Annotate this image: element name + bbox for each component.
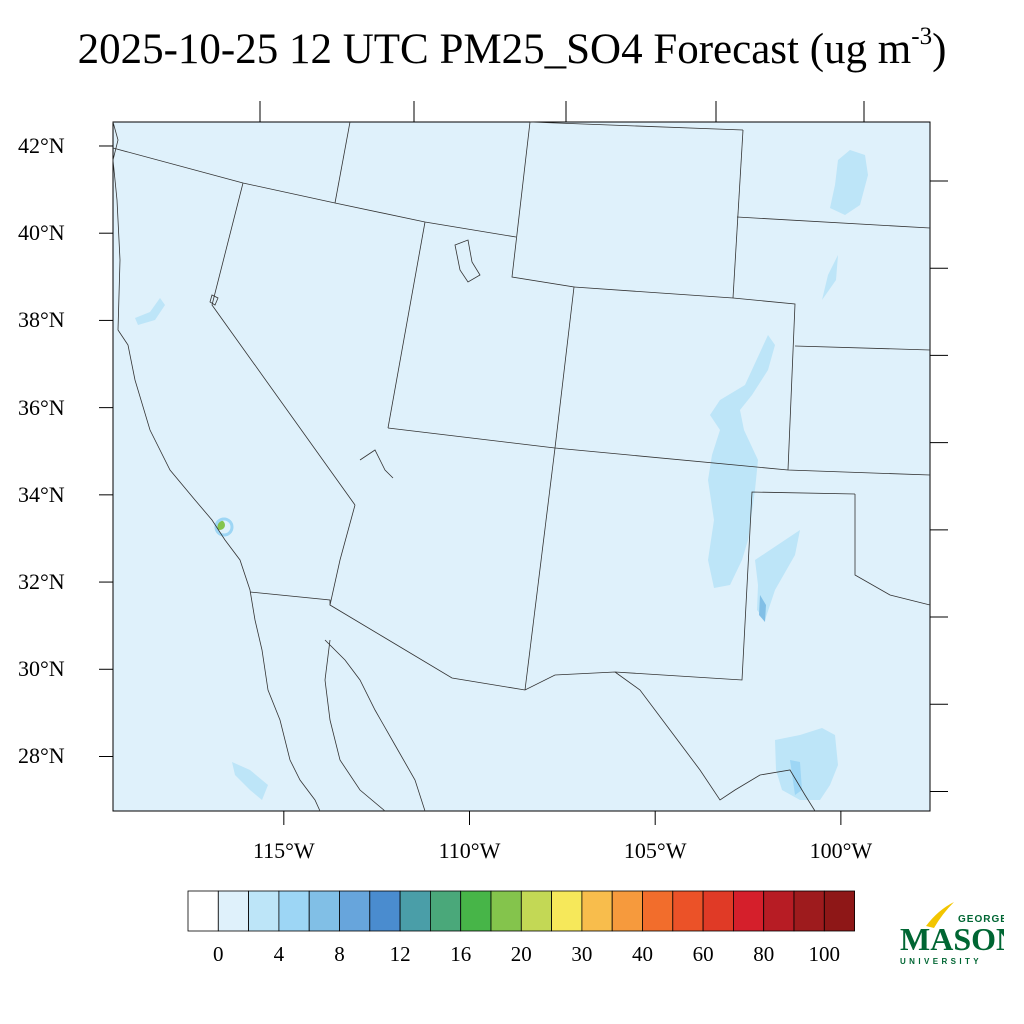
lat-label: 38°N <box>18 307 65 333</box>
border-wyoming-colorado <box>573 286 796 471</box>
colorbar-label: 16 <box>450 942 472 966</box>
lat-label: 36°N <box>18 394 65 420</box>
lon-label: 110°W <box>438 838 501 863</box>
plume-colorado-edge <box>755 530 800 620</box>
border-utah-east <box>511 121 575 449</box>
colorbar-label: 20 <box>510 942 532 966</box>
map-frame <box>112 121 931 812</box>
colorbar-label: 80 <box>753 942 775 966</box>
lat-label: 40°N <box>18 220 65 246</box>
logo-swoosh <box>926 902 954 928</box>
logo-university: UNIVERSITY <box>900 957 982 966</box>
colorbar-label: 12 <box>389 942 411 966</box>
lon-label: 100°W <box>809 838 873 863</box>
border-idaho <box>334 121 351 204</box>
title-superscript: -3 <box>911 23 933 50</box>
plume-baja <box>232 762 268 800</box>
colorbar-label: 60 <box>692 942 714 966</box>
lon-label: 115°W <box>252 838 315 863</box>
axis-ticks <box>99 101 948 825</box>
lat-label: 32°N <box>18 569 65 595</box>
title-close: ) <box>932 26 947 73</box>
map-title: 2025-10-25 12 UTC PM25_SO4 Forecast (ug … <box>0 24 1024 73</box>
lake-tahoe <box>209 294 219 306</box>
colorbar-label: 0 <box>213 942 224 966</box>
plume-san-diego-halo <box>214 517 234 537</box>
lat-label: 30°N <box>18 656 65 682</box>
colorbar-label: 8 <box>334 942 345 966</box>
colorbar-label: 40 <box>632 942 653 966</box>
state-borders <box>112 121 931 812</box>
plume-texas-south <box>775 728 838 800</box>
logo-mason: MASON <box>900 921 1004 957</box>
border-four-corners <box>387 427 931 476</box>
border-arizona-newmexico <box>524 447 556 691</box>
logo-george: GEORGE <box>958 914 1004 925</box>
title-main: 2025-10-25 12 UTC PM25_SO4 Forecast (ug … <box>77 26 912 73</box>
lon-label: 105°W <box>623 838 687 863</box>
gmu-logo: GEORGE MASON UNIVERSITY <box>898 898 1019 970</box>
lat-label: 42°N <box>18 132 65 158</box>
colorbar-label: 100 <box>808 942 841 966</box>
logo-mark: GEORGE MASON UNIVERSITY <box>900 902 1019 966</box>
border-texas <box>854 494 931 606</box>
colorado-river <box>359 449 394 479</box>
gulf-of-california <box>324 639 426 812</box>
great-salt-lake <box>454 239 481 283</box>
colorbar-label: 4 <box>273 942 285 966</box>
lat-label: 34°N <box>18 481 65 507</box>
plume-big-bend <box>759 595 766 622</box>
plume-rio-grande <box>790 760 802 795</box>
border-nebraska <box>736 216 931 229</box>
plume-new-mexico <box>708 335 775 588</box>
rio-grande <box>614 671 816 812</box>
lat-label: 28°N <box>18 743 65 769</box>
border-nevada-east <box>387 221 426 429</box>
border-kansas <box>794 345 931 351</box>
coastline <box>112 121 321 812</box>
plume-kansas-streak <box>822 255 838 300</box>
border-washington <box>529 121 744 131</box>
concentration-shading <box>135 150 868 800</box>
border-wyoming-east <box>732 129 744 299</box>
plume-kansas <box>830 150 868 215</box>
border-mexico <box>249 591 331 605</box>
border-arizona-south <box>329 491 856 691</box>
colorbar-label: 30 <box>571 942 593 966</box>
plume-pacific <box>135 298 165 325</box>
border-nevada-west <box>211 182 356 506</box>
